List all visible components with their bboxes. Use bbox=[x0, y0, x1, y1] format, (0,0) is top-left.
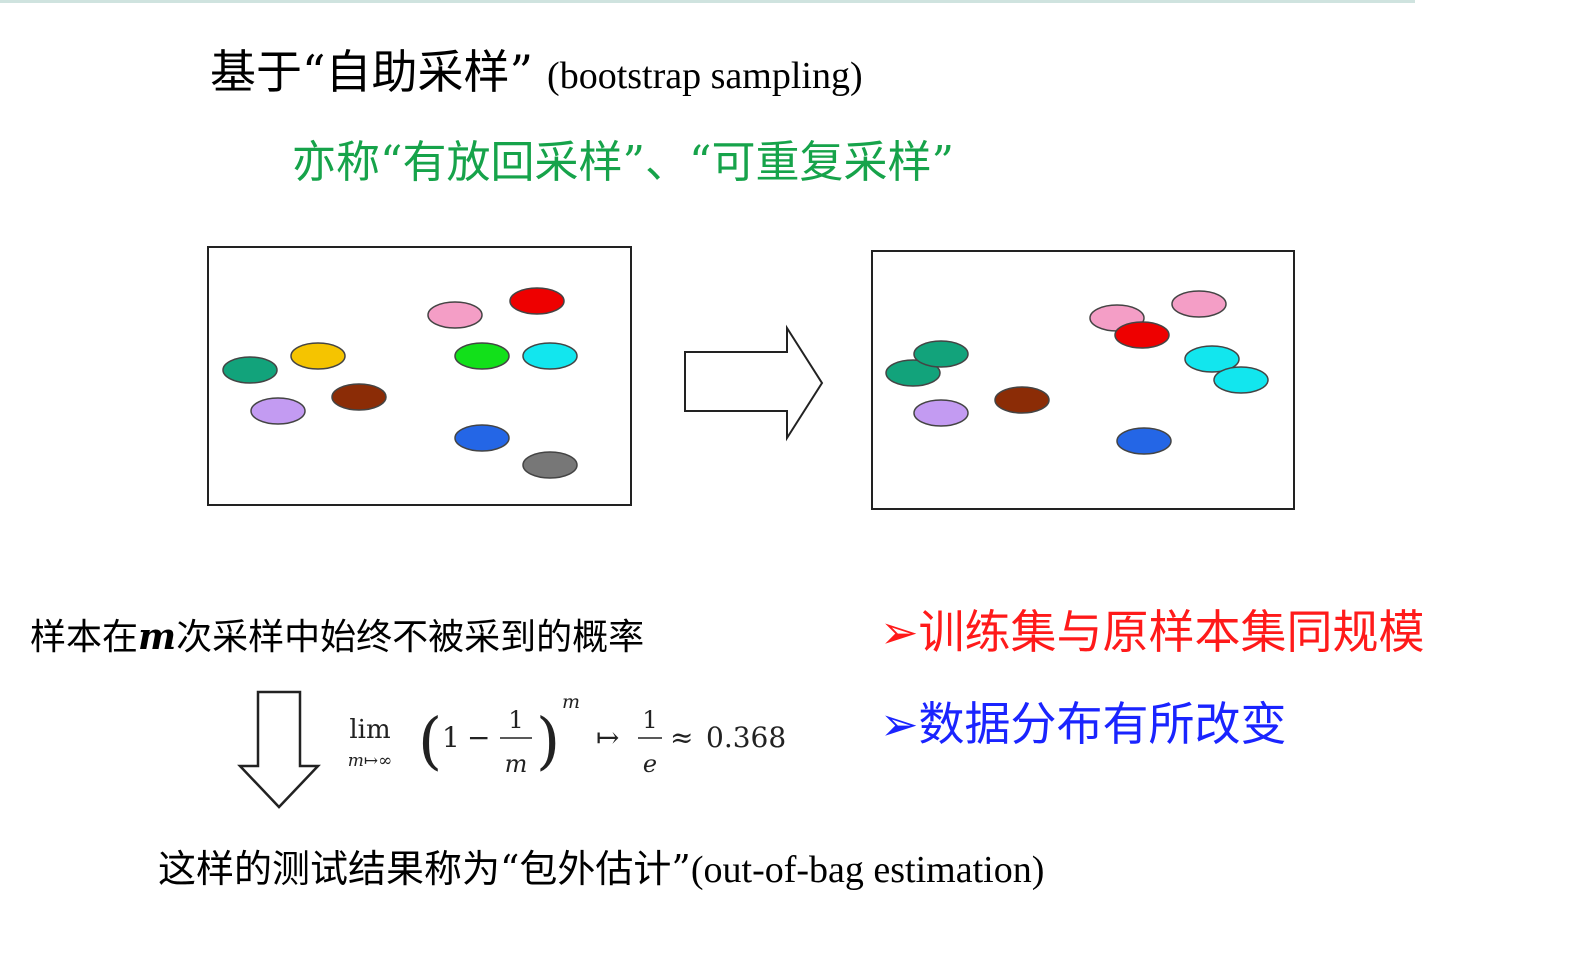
lavender-sample-dot bbox=[913, 399, 969, 427]
green-sample-dot bbox=[454, 342, 510, 370]
e-denominator: e bbox=[643, 750, 657, 778]
cyan-sample-dot bbox=[1213, 366, 1269, 394]
cyan-sample-dot bbox=[1184, 345, 1240, 373]
bullet-distribution-changed: ➢数据分布有所改变 bbox=[880, 697, 1287, 751]
bullet-same-size: ➢训练集与原样本集同规模 bbox=[880, 605, 1425, 659]
blue-sample-dot bbox=[1116, 427, 1172, 455]
red-sample-dot bbox=[509, 287, 565, 315]
slide-title: 基于“自助采样” (bootstrap sampling) bbox=[210, 36, 863, 102]
bootstrap-sample-dots bbox=[885, 290, 1269, 455]
right-paren: ) bbox=[536, 704, 560, 777]
out-of-bag-statement: 这样的测试结果称为“包外估计”(out-of-bag estimation) bbox=[158, 847, 1045, 891]
title-chinese: 基于“自助采样” bbox=[210, 45, 534, 99]
teal-sample-dot bbox=[222, 356, 278, 384]
limit-formula: lim m↦∞ ( 1 − 1 m ) m ↦ 1 e ≈ 0.368 bbox=[330, 691, 800, 792]
approx-symbol: ≈ bbox=[670, 721, 693, 754]
formula-one: 1 bbox=[442, 721, 460, 754]
bullet-arrow-icon: ➢ bbox=[880, 605, 919, 659]
bullet-arrow-icon: ➢ bbox=[880, 697, 919, 751]
original-sample-dots bbox=[222, 287, 578, 479]
formula-minus: − bbox=[467, 721, 490, 754]
probability-value: 0.368 bbox=[706, 721, 786, 754]
lim-operator: lim bbox=[349, 715, 390, 745]
cyan-sample-dot bbox=[522, 342, 578, 370]
teal-sample-dot bbox=[913, 340, 969, 368]
lim-subscript: m↦∞ bbox=[348, 751, 393, 771]
e-numerator: 1 bbox=[642, 706, 657, 734]
frac-denominator: m bbox=[505, 750, 528, 778]
exponent-m: m bbox=[562, 692, 580, 713]
title-english: (bootstrap sampling) bbox=[547, 55, 863, 97]
yellow-sample-dot bbox=[290, 342, 346, 370]
limit-formula-graphic: lim m↦∞ ( 1 − 1 m ) m ↦ 1 e ≈ 0.368 bbox=[348, 691, 786, 778]
down-arrow-icon bbox=[237, 690, 321, 809]
top-divider-line bbox=[0, 0, 1415, 3]
left-paren: ( bbox=[418, 704, 442, 777]
mapsto-symbol: ↦ bbox=[596, 721, 619, 754]
red-sample-dot bbox=[1114, 321, 1170, 349]
pink-sample-dot bbox=[427, 301, 483, 329]
blue-sample-dot bbox=[454, 424, 510, 452]
pink-sample-dot bbox=[1171, 290, 1227, 318]
brown-sample-dot bbox=[994, 386, 1050, 414]
teal-sample-dot bbox=[885, 359, 941, 387]
lavender-sample-dot bbox=[250, 397, 306, 425]
slide-subtitle: 亦称“有放回采样”、“可重复采样” bbox=[292, 137, 954, 188]
probability-statement: 样本在m次采样中始终不被采到的概率 bbox=[30, 616, 645, 658]
gray-sample-dot bbox=[522, 451, 578, 479]
right-arrow-icon bbox=[684, 324, 824, 442]
frac-numerator: 1 bbox=[508, 706, 523, 734]
brown-sample-dot bbox=[331, 383, 387, 411]
variable-m: m bbox=[138, 616, 177, 658]
